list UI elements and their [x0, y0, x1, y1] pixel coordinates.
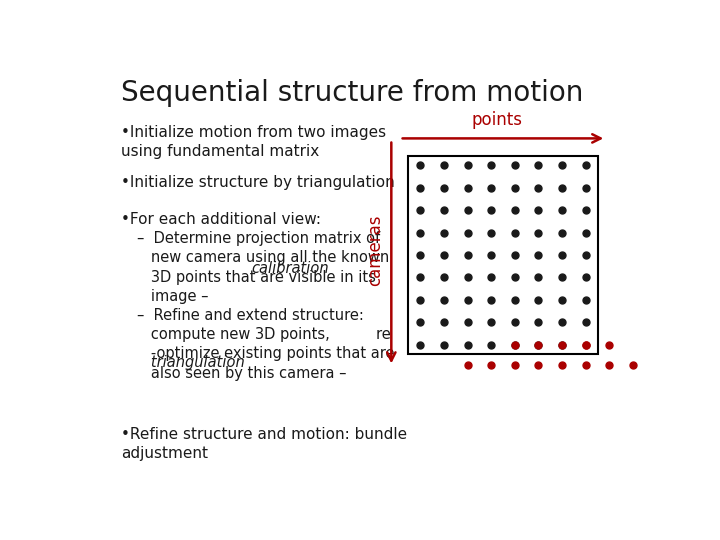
- Bar: [408, 156, 598, 354]
- Text: cameras: cameras: [366, 214, 384, 286]
- Text: triangulation: triangulation: [138, 355, 246, 369]
- Text: calibration: calibration: [252, 261, 330, 276]
- Text: Sequential structure from motion: Sequential structure from motion: [121, 79, 583, 107]
- Text: •For each additional view:: •For each additional view:: [121, 212, 320, 227]
- Text: •Initialize motion from two images
using fundamental matrix: •Initialize motion from two images using…: [121, 125, 386, 159]
- Text: points: points: [472, 111, 523, 129]
- Text: •Refine structure and motion: bundle
adjustment: •Refine structure and motion: bundle adj…: [121, 427, 407, 461]
- Text: •Initialize structure by triangulation: •Initialize structure by triangulation: [121, 175, 395, 190]
- Text: –  Determine projection matrix of
   new camera using all the known
   3D points: – Determine projection matrix of new cam…: [138, 231, 390, 303]
- Text: –  Refine and extend structure:
   compute new 3D points,          re
   -optimi: – Refine and extend structure: compute n…: [138, 308, 395, 381]
